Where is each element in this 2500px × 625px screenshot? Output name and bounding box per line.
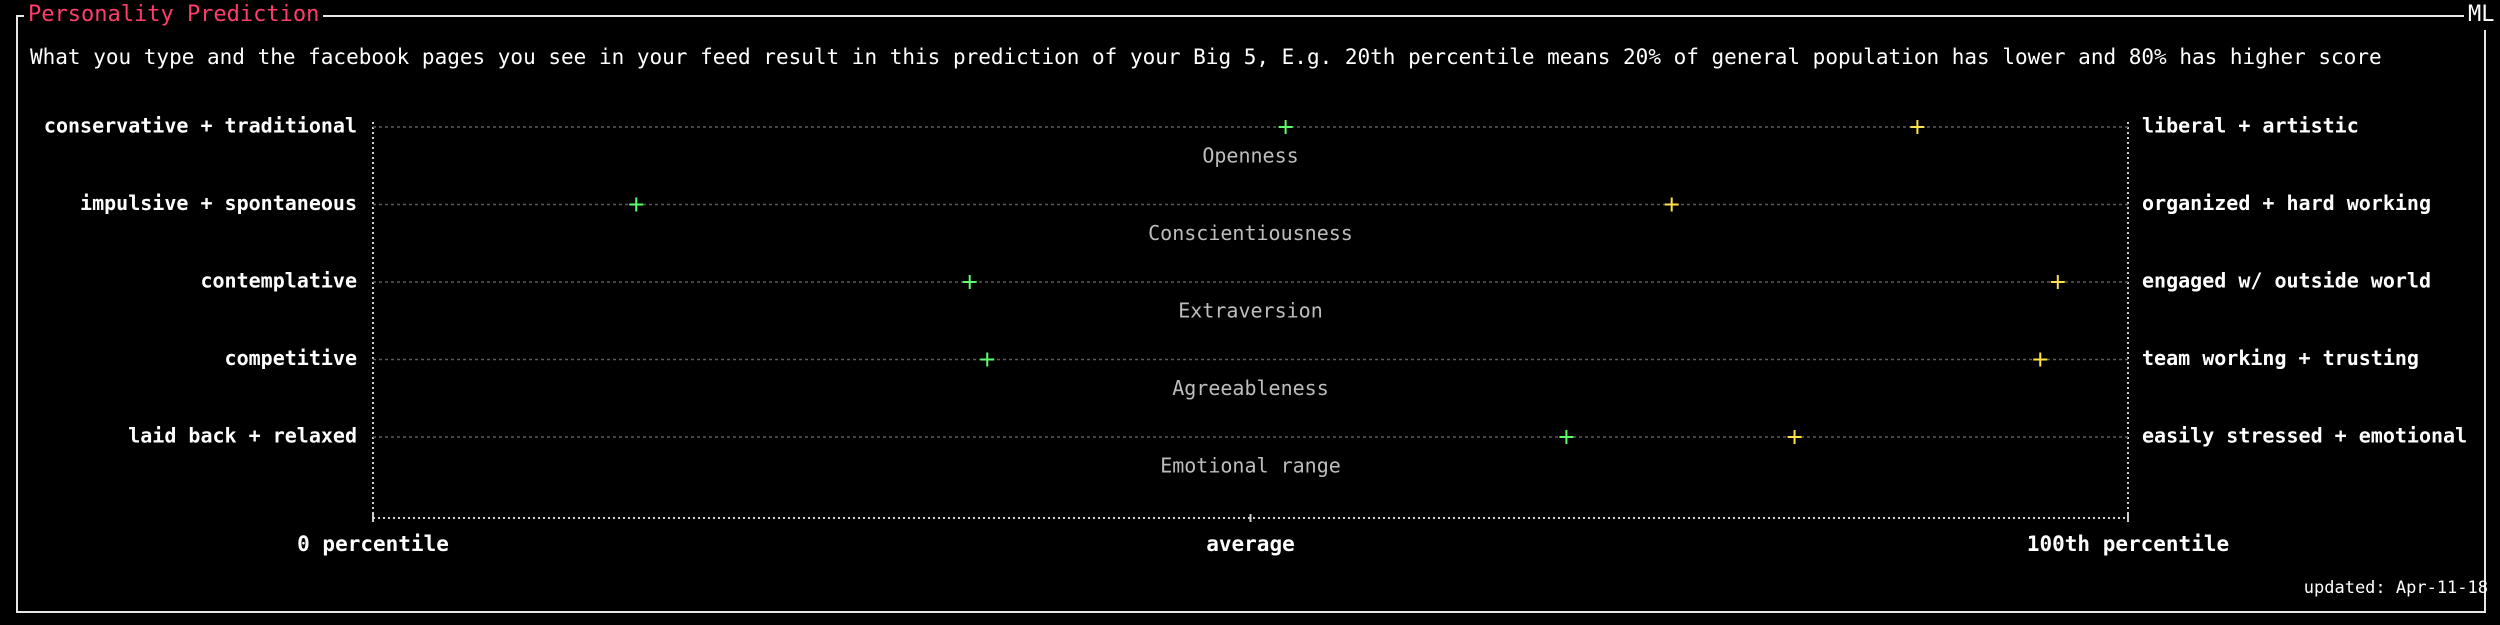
green-marker: [629, 197, 644, 212]
green-marker: [1559, 430, 1574, 444]
yellow-marker: [1910, 120, 1925, 134]
panel-description: What you type and the facebook pages you…: [30, 45, 2382, 69]
panel-badge: ML: [2464, 0, 2499, 30]
trait-high-label: easily stressed + emotional: [2142, 424, 2467, 448]
panel-title: Personality Prediction: [24, 0, 324, 30]
yellow-marker: [1787, 430, 1802, 444]
trait-high-label: liberal + artistic: [2142, 114, 2359, 138]
trait-name-label: Conscientiousness: [1148, 221, 1353, 245]
trait-name-label: Agreeableness: [1172, 376, 1329, 400]
trait-low-label: competitive: [225, 346, 357, 370]
green-marker: [1278, 120, 1293, 134]
updated-timestamp: updated: Apr-11-18: [2303, 578, 2488, 598]
yellow-marker: [2033, 352, 2048, 367]
trait-high-label: engaged w/ outside world: [2142, 269, 2431, 293]
trait-name-label: Openness: [1202, 144, 1298, 168]
panel-frame: [16, 15, 2486, 613]
green-marker: [962, 275, 977, 289]
x-tick-label: 100th percentile: [2027, 532, 2229, 556]
trait-low-label: conservative + traditional: [44, 114, 357, 138]
trait-low-label: impulsive + spontaneous: [80, 191, 357, 215]
x-tick-label: average: [1206, 532, 1295, 556]
green-marker: [980, 352, 995, 367]
trait-low-label: laid back + relaxed: [128, 424, 357, 448]
trait-name-label: Emotional range: [1160, 454, 1341, 478]
yellow-marker: [2050, 275, 2065, 289]
x-tick-label: 0 percentile: [297, 532, 449, 556]
yellow-marker: [1664, 197, 1679, 212]
trait-name-label: Extraversion: [1178, 299, 1323, 323]
trait-low-label: contemplative: [200, 269, 357, 293]
trait-high-label: organized + hard working: [2142, 191, 2431, 215]
trait-high-label: team working + trusting: [2142, 346, 2419, 370]
